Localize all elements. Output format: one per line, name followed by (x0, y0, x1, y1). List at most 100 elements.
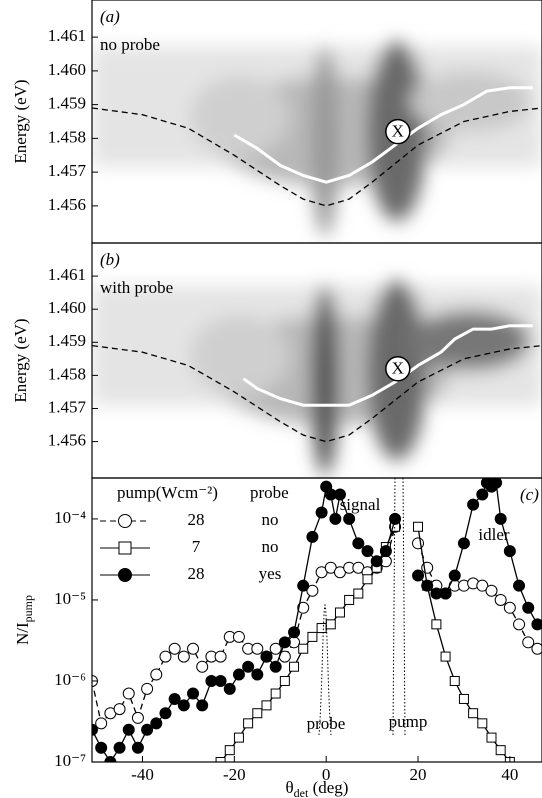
y-axis-label: N/Ipump (13, 595, 35, 645)
series-line (242, 324, 533, 407)
marker (260, 650, 273, 663)
marker (431, 619, 442, 630)
marker (476, 579, 489, 592)
y-axis-label: Energy (eV) (11, 79, 30, 163)
annotation: pump (389, 712, 428, 731)
marker (141, 682, 154, 695)
marker (113, 703, 126, 716)
marker (440, 651, 451, 662)
legend-pump: 7 (192, 537, 201, 556)
marker (95, 717, 108, 730)
marker (131, 711, 144, 724)
x-marker (385, 118, 411, 145)
marker (298, 643, 309, 654)
marker (233, 732, 244, 743)
marker (289, 661, 300, 672)
frame (91, 477, 542, 763)
marker (503, 545, 516, 558)
marker (315, 506, 328, 519)
x-label-sub: det (294, 786, 309, 798)
marker (379, 545, 392, 558)
marker (196, 699, 209, 712)
marker (306, 530, 319, 543)
legend-probe: yes (259, 564, 282, 583)
x-tick-label: 20 (410, 765, 427, 784)
y-tick-label: 1.456 (48, 195, 86, 214)
marker (333, 488, 346, 501)
marker (334, 607, 345, 618)
marker (412, 569, 425, 582)
marker (278, 636, 291, 649)
series-line (233, 86, 533, 184)
marker (316, 623, 327, 634)
marker (306, 584, 319, 597)
y-tick-label: 1.459 (48, 94, 86, 113)
legend-header: pump(Wcm⁻²) (117, 483, 218, 502)
y-tick-label: 1.460 (48, 298, 86, 317)
marker (168, 692, 181, 705)
panel-label: (c) (520, 485, 539, 504)
marker (159, 707, 172, 720)
y-label-sub: pump (21, 595, 35, 622)
shade (311, 46, 339, 237)
marker (439, 587, 452, 600)
marker (215, 757, 226, 762)
marker (122, 723, 135, 736)
marker (159, 650, 172, 663)
legend-probe: no (262, 537, 279, 556)
y-tick-label: 10⁻⁴ (54, 508, 86, 527)
x-label-base: θ (286, 778, 294, 797)
legend-marker (118, 514, 132, 528)
marker (458, 693, 469, 704)
plot-area (92, 478, 542, 762)
marker (485, 584, 498, 597)
marker (113, 741, 126, 754)
marker (344, 594, 355, 605)
marker (413, 521, 424, 532)
marker (270, 688, 281, 699)
marker (503, 601, 516, 614)
marker (494, 593, 507, 606)
y-tick-label: 1.460 (48, 60, 86, 79)
marker (224, 745, 235, 756)
marker (251, 668, 264, 681)
marker (187, 642, 200, 655)
annotation: idler (478, 525, 509, 544)
marker (92, 723, 98, 736)
y-label-base: N/I (13, 622, 32, 645)
marker (389, 512, 402, 525)
legend-header: probe (250, 483, 289, 502)
contour-shading (92, 280, 542, 476)
contour-shading (92, 41, 542, 237)
y-tick-label: 1.461 (48, 265, 86, 284)
pump-spectrum (392, 477, 406, 736)
annotation: probe (307, 714, 346, 733)
marker (468, 708, 479, 719)
marker (122, 687, 135, 700)
y-tick-label: 1.458 (48, 127, 86, 146)
marker (513, 618, 526, 631)
x-tick-label: 40 (501, 765, 518, 784)
marker (279, 675, 290, 686)
marker (361, 545, 374, 558)
marker (141, 723, 154, 736)
marker (476, 488, 489, 501)
marker (269, 642, 282, 655)
marker (104, 756, 117, 762)
marker (457, 537, 470, 550)
x-tick-label: 0 (322, 765, 331, 784)
marker (412, 537, 425, 550)
x-tick-label: -40 (131, 765, 154, 784)
marker (352, 537, 365, 550)
marker (288, 626, 301, 639)
legend-marker (118, 568, 132, 582)
shade (410, 310, 530, 371)
marker (252, 708, 263, 719)
marker (362, 574, 373, 585)
x-marker (385, 356, 411, 382)
shade (190, 315, 290, 396)
y-tick-label: 10⁻⁶ (54, 670, 86, 689)
marker (243, 718, 254, 729)
y-tick-label: 1.457 (48, 397, 87, 416)
